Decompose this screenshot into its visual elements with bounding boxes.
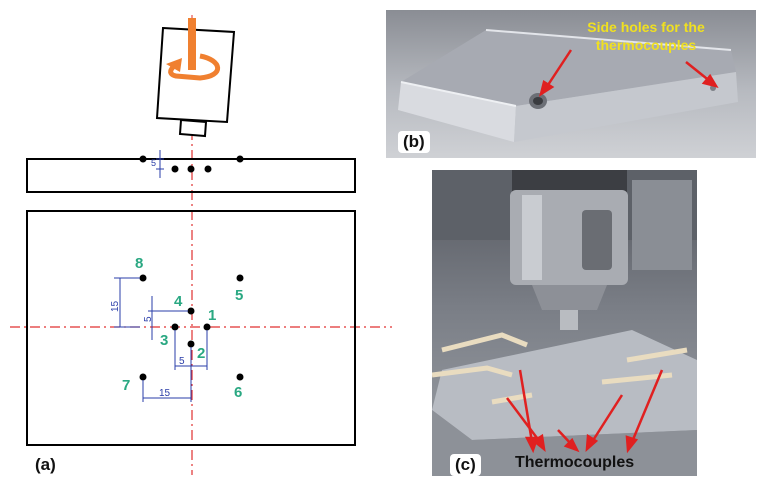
dim-label-v5: 5: [143, 316, 154, 322]
point-label-6: 6: [234, 384, 242, 401]
point-label-1: 1: [208, 307, 216, 324]
panel-c-photo: Thermocouples: [432, 170, 697, 476]
side-hole: [139, 155, 147, 163]
point-label-3: 3: [160, 332, 168, 349]
point-label-8: 8: [135, 255, 143, 272]
thermocouple-points: [139, 274, 244, 381]
side-dimension: [156, 150, 164, 178]
rotation-arrow-icon: [166, 18, 221, 81]
point-5: [236, 274, 244, 282]
dim-label-h5: 5: [179, 356, 185, 367]
dim-label-h15: 15: [159, 388, 171, 399]
side-dimension-label: 5: [151, 158, 156, 168]
side-hole: [187, 165, 195, 173]
setup-illustration: [432, 170, 697, 476]
point-label-2: 2: [197, 345, 205, 362]
point-8: [139, 274, 147, 282]
panel-a-schematic: 5 1 2 3 4 5 6 7 8: [10, 15, 392, 475]
top-view-plate: [26, 210, 356, 446]
panel-b-photo: Side holes for the thermocouples: [386, 10, 756, 158]
side-hole: [236, 155, 244, 163]
point-6: [236, 373, 244, 381]
point-4: [187, 307, 195, 315]
point-7: [139, 373, 147, 381]
point-1: [203, 323, 211, 331]
point-3: [171, 323, 179, 331]
annotation-line-1: Side holes for the: [587, 19, 705, 35]
side-hole: [171, 165, 179, 173]
dim-label-v15: 15: [110, 300, 121, 312]
annotation-line-2: thermocouples: [595, 37, 697, 53]
dimension-lines: [114, 277, 208, 402]
point-label-4: 4: [174, 293, 183, 310]
plate-illustration: [398, 29, 738, 142]
panel-c-annotation: Thermocouples: [515, 454, 635, 471]
panel-a-label: (a): [30, 454, 61, 476]
fsw-tool: [155, 26, 236, 138]
panel-b-annotation: Side holes for the thermocouples: [561, 18, 731, 54]
point-2: [187, 340, 195, 348]
point-label-5: 5: [235, 287, 243, 304]
point-label-7: 7: [122, 377, 130, 394]
panel-b-label: (b): [398, 131, 430, 153]
panel-c-label: (c): [450, 454, 481, 476]
side-view-plate: [26, 158, 356, 193]
side-hole: [204, 165, 212, 173]
